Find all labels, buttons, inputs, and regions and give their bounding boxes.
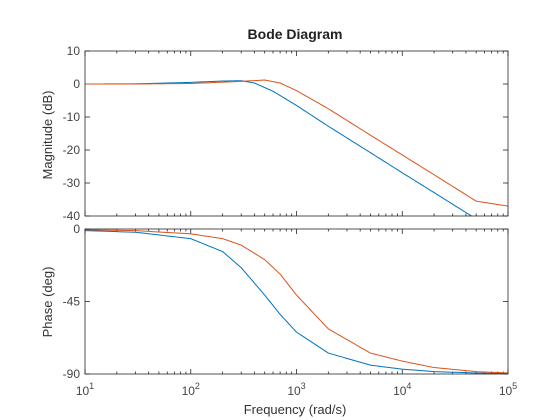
magnitude-series-1-line — [85, 80, 473, 216]
chart-title: Bode Diagram — [248, 26, 343, 42]
magnitude-y-tick-label: -30 — [63, 176, 81, 190]
phase-series-2-line — [85, 229, 508, 374]
x-tick-label: 104 — [393, 381, 411, 398]
phase-axes: 0 -45 -90 — [63, 222, 509, 381]
phase-axes-frame — [84, 228, 509, 375]
magnitude-axis-label: Magnitude (dB) — [40, 91, 55, 180]
magnitude-axes: 10 0 -10 -20 -30 -40 — [63, 44, 509, 223]
phase-series-1-line — [85, 230, 508, 374]
phase-y-tick-label: 0 — [73, 222, 80, 236]
phase-y-tick-label: -90 — [63, 367, 81, 381]
magnitude-y-tick-label: 0 — [73, 77, 80, 91]
magnitude-y-tick-label: -20 — [63, 143, 81, 157]
magnitude-y-tick-label: 10 — [67, 44, 81, 58]
magnitude-y-tick-label: -40 — [63, 209, 81, 223]
x-tick-label: 105 — [499, 381, 517, 398]
magnitude-series-2-line — [85, 79, 508, 207]
x-axis-label: Frequency (rad/s) — [244, 402, 347, 417]
magnitude-plot-area — [85, 51, 508, 216]
x-tick-label: 102 — [182, 381, 200, 398]
x-tick-label: 101 — [76, 381, 94, 398]
magnitude-y-tick-label: -10 — [63, 110, 81, 124]
x-tick-label: 103 — [287, 381, 305, 398]
phase-plot-area — [85, 229, 508, 374]
phase-y-tick-label: -45 — [63, 295, 81, 309]
phase-axis-label: Phase (deg) — [40, 267, 55, 338]
magnitude-axes-frame — [84, 50, 509, 217]
